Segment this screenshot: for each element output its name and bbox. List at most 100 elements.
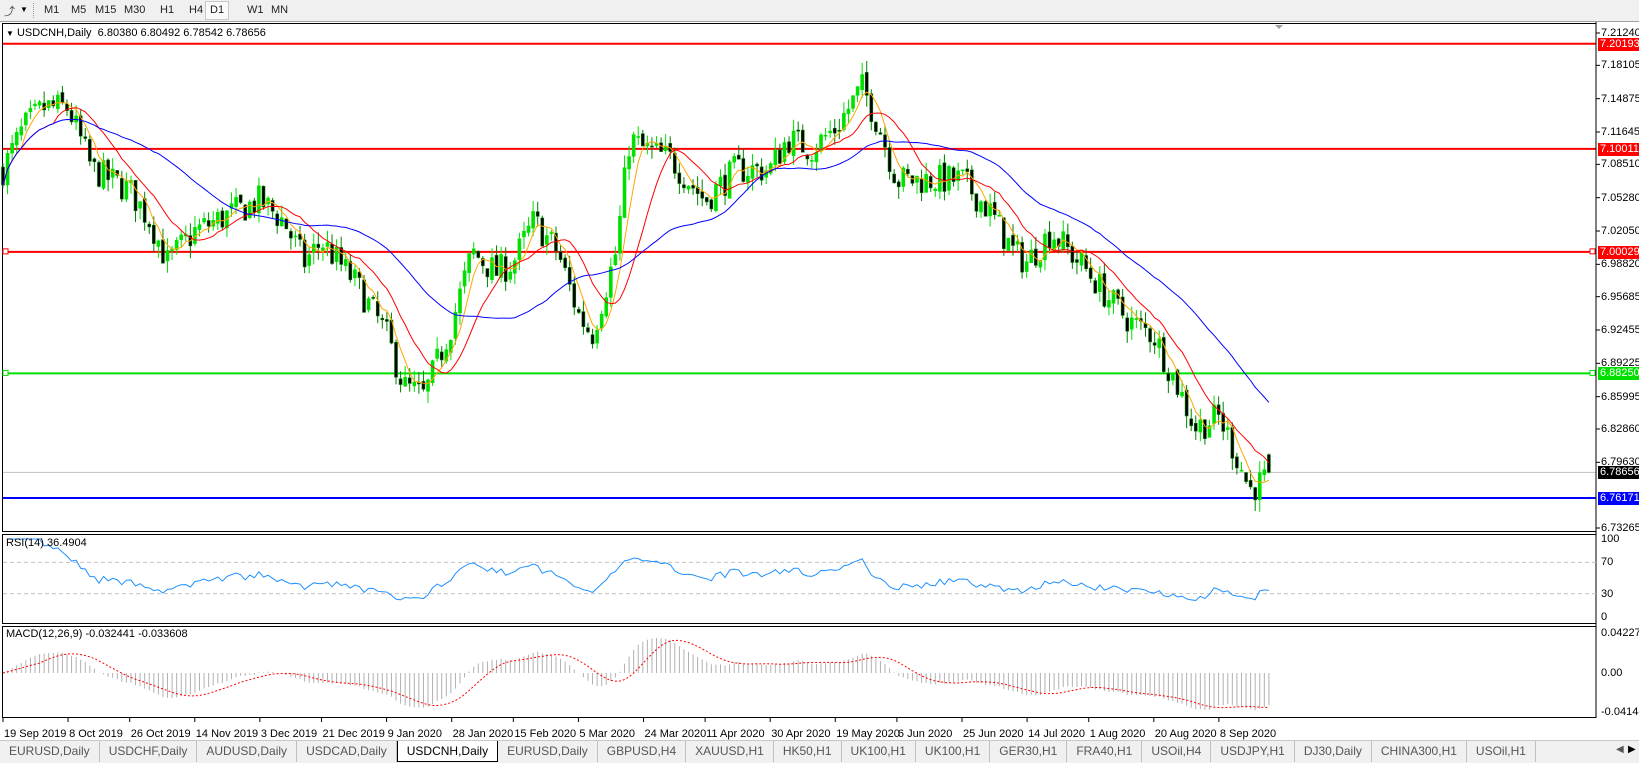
candle-body: [1152, 342, 1157, 346]
candle-body: [453, 311, 458, 339]
chart-tab[interactable]: USDJPY,H1: [1211, 741, 1295, 762]
chart-tab[interactable]: AUDUSD,Daily: [197, 741, 298, 762]
candle-body: [1207, 425, 1212, 438]
candle-body: [1171, 372, 1175, 381]
price-tick-label: 7.18105: [1601, 59, 1639, 72]
candle-body: [672, 152, 677, 174]
timeframe-m30[interactable]: M30: [124, 4, 146, 16]
chart-tab[interactable]: UK100,H1: [916, 741, 991, 762]
timeframe-m5[interactable]: M5: [71, 4, 87, 16]
candle-body: [599, 313, 604, 329]
candle-body: [846, 108, 851, 114]
candle-body: [901, 167, 906, 187]
candle-body: [202, 218, 206, 223]
candle-body: [279, 217, 284, 227]
candle-body: [526, 225, 531, 233]
candle-body: [1239, 469, 1244, 472]
candle-body: [1180, 391, 1184, 397]
price-tick-label: 6.82860: [1601, 423, 1639, 435]
date-tick-label: 1 Aug 2020: [1089, 728, 1146, 740]
chart-tab[interactable]: UK100,H1: [842, 741, 916, 762]
timeframe-m15[interactable]: M15: [95, 4, 117, 16]
chart-tab[interactable]: EURUSD,Daily: [0, 741, 100, 762]
price-tick-label: 7.08510: [1601, 158, 1639, 171]
date-tick-label: 5 Mar 2020: [579, 728, 636, 740]
level-price-label: 6.88250: [1598, 367, 1639, 381]
candle-body: [1029, 249, 1034, 264]
timeframe-h4[interactable]: H4: [189, 4, 204, 16]
candle-body: [736, 154, 741, 160]
chart-tab[interactable]: FRA40,H1: [1067, 741, 1143, 762]
rsi-tick-label: 70: [1601, 556, 1614, 569]
candle-body: [746, 175, 750, 183]
candle-body: [864, 72, 869, 96]
candle-body: [887, 147, 892, 172]
chart-tab[interactable]: GBPUSD,H4: [598, 741, 687, 762]
candle-body: [618, 215, 622, 254]
timeframe-d1[interactable]: D1: [205, 1, 230, 20]
candle-body: [56, 94, 60, 109]
candle-body: [156, 240, 161, 247]
date-tick-label: 30 Apr 2020: [771, 728, 831, 740]
chart-tab[interactable]: USOil,H4: [1142, 741, 1212, 762]
tab-scroll-left-icon[interactable]: ◀: [1616, 744, 1624, 755]
candle-body: [51, 100, 56, 107]
chart-tab[interactable]: USDCNH,Daily: [396, 741, 499, 762]
chart-canvas[interactable]: [0, 22, 1639, 740]
candle-body: [1015, 241, 1020, 245]
candle-body: [540, 217, 545, 247]
macd-tick-label: -0.04148: [1601, 706, 1639, 719]
chart-tab[interactable]: USOil,H1: [1467, 741, 1536, 762]
candle-body: [659, 142, 663, 152]
timeframe-m1[interactable]: M1: [44, 4, 60, 16]
collapse-arrow-icon[interactable]: ▼: [6, 29, 14, 38]
candle-body: [325, 242, 330, 247]
chart-tab[interactable]: HK50,H1: [774, 741, 842, 762]
candle-body: [545, 235, 549, 245]
candle-body: [458, 288, 462, 314]
chart-symbol: USDCNH,Daily: [16, 27, 92, 39]
moving-average-line: [2, 91, 1270, 483]
candle-body: [595, 329, 599, 344]
candle-body: [430, 360, 435, 384]
candle-body: [965, 168, 970, 172]
candle-body: [1006, 237, 1011, 251]
chart-tab[interactable]: DJ30,Daily: [1295, 741, 1372, 762]
chart-window[interactable]: ▼ USDCNH,Daily 6.80380 6.80492 6.78542 6…: [0, 22, 1639, 740]
candle-body: [988, 203, 992, 217]
line-tool-icon[interactable]: ⤴: [4, 6, 15, 18]
candle-body: [1253, 487, 1257, 501]
candle-body: [476, 250, 481, 258]
candle-body: [421, 381, 426, 390]
candle-body: [997, 214, 1002, 217]
candle-body: [462, 270, 467, 287]
timeframe-mn[interactable]: MN: [271, 4, 289, 16]
candle-body: [1161, 337, 1166, 372]
candle-body: [609, 266, 613, 298]
chart-tab[interactable]: XAUUSD,H1: [686, 741, 774, 762]
chart-tab[interactable]: GER30,H1: [990, 741, 1068, 762]
timeframe-h1[interactable]: H1: [160, 4, 175, 16]
candle-body: [1120, 296, 1125, 316]
candle-body: [915, 175, 919, 183]
candle-body: [755, 163, 759, 167]
toolbar-grip[interactable]: [33, 3, 36, 18]
candle-body: [92, 158, 97, 163]
chart-tab[interactable]: USDCHF,Daily: [100, 741, 198, 762]
candle-body: [1203, 419, 1207, 440]
candle-body: [517, 238, 522, 260]
chart-tab[interactable]: USDCAD,Daily: [297, 741, 397, 762]
candle-body: [1175, 369, 1180, 395]
timeframe-w1[interactable]: W1: [247, 4, 264, 16]
candle-body: [1038, 260, 1043, 268]
candle-body: [947, 166, 951, 191]
macd-tick-label: 0.042275: [1601, 627, 1639, 639]
candle-body: [938, 165, 942, 192]
candle-body: [385, 319, 389, 322]
candle-body: [101, 160, 106, 189]
dropdown-arrow-icon[interactable]: ▼: [20, 5, 28, 14]
tab-scroll-right-icon[interactable]: ▶: [1628, 744, 1636, 755]
chart-tab[interactable]: CHINA300,H1: [1372, 741, 1467, 762]
chart-tab[interactable]: EURUSD,Daily: [498, 741, 598, 762]
candle-body: [828, 130, 832, 134]
